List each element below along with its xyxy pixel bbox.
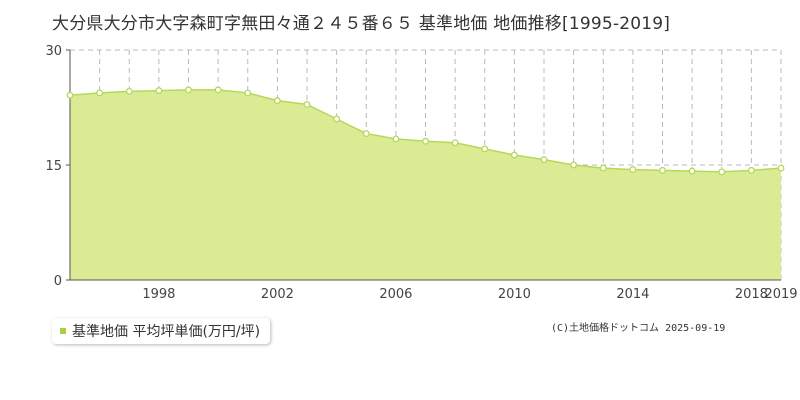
- data-point: [155, 87, 163, 95]
- data-point: [244, 89, 252, 97]
- x-tick-label: 2010: [498, 287, 531, 302]
- data-point: [451, 139, 459, 147]
- data-point: [66, 91, 74, 99]
- data-point: [510, 151, 518, 159]
- legend-label: 基準地価 平均坪単価(万円/坪): [72, 324, 261, 340]
- data-point: [422, 137, 429, 145]
- area-fill: [70, 89, 781, 281]
- data-point: [688, 167, 696, 175]
- data-point: [185, 86, 192, 94]
- data-point: [96, 89, 104, 97]
- data-point: [214, 86, 222, 94]
- x-tick-label: 2006: [379, 287, 412, 302]
- data-point: [303, 100, 311, 108]
- y-tick-label: 30: [45, 44, 62, 59]
- data-point: [718, 168, 726, 176]
- data-point: [125, 87, 133, 95]
- copyright-text: (C)土地価格ドットコム 2025-09-19: [551, 323, 726, 334]
- data-point: [570, 161, 578, 169]
- axis-layer: [66, 49, 781, 281]
- x-tick-label: 1998: [142, 287, 175, 302]
- data-point: [629, 166, 637, 174]
- legend: 基準地価 平均坪単価(万円/坪): [52, 318, 271, 344]
- data-point: [362, 130, 370, 138]
- data-point: [333, 115, 341, 123]
- data-point: [659, 166, 666, 174]
- chart-title: 大分県大分市大字森町字無田々通２４５番６５ 基準地価 地価推移[1995-201…: [52, 14, 671, 34]
- x-tick-label: 2019: [764, 287, 797, 302]
- data-point: [540, 156, 548, 164]
- data-point: [392, 135, 400, 143]
- data-point: [777, 164, 785, 172]
- data-point: [599, 164, 607, 172]
- data-point: [481, 145, 489, 153]
- point-layer: [66, 86, 785, 176]
- y-tick-label: 0: [54, 274, 62, 289]
- data-point: [273, 97, 281, 105]
- data-point: [747, 166, 755, 174]
- x-tick-label: 2014: [616, 287, 649, 302]
- y-tick-label: 15: [45, 159, 62, 174]
- x-tick-label: 2002: [261, 287, 294, 302]
- legend-swatch: [60, 328, 66, 334]
- area-layer: [69, 89, 782, 281]
- x-tick-label: 2018: [735, 287, 768, 302]
